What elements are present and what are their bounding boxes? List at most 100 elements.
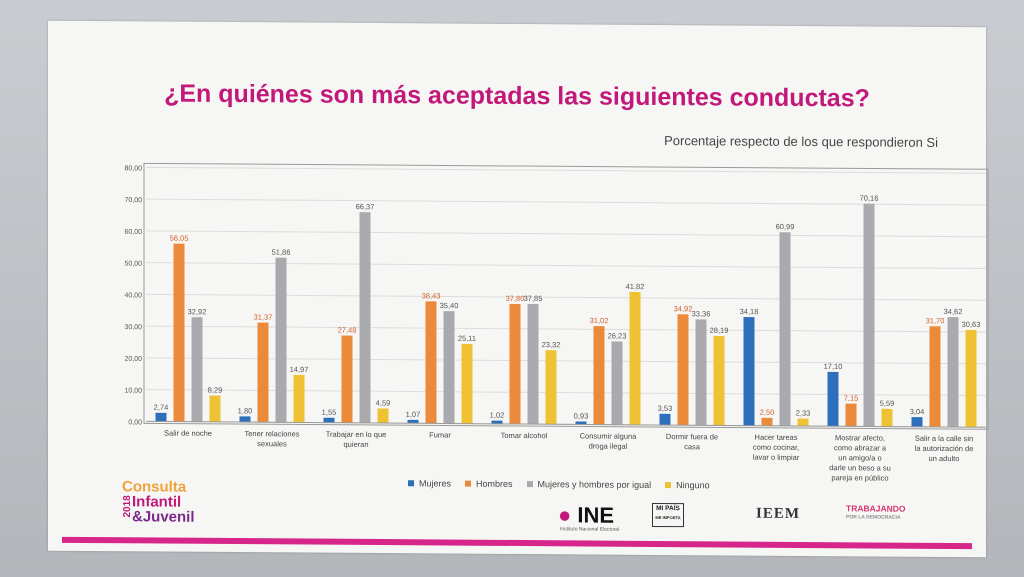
- data-label: 70,16: [860, 194, 879, 203]
- chart-subtitle: Porcentaje respecto de los que respondie…: [664, 133, 938, 150]
- data-label: 41,82: [626, 282, 645, 291]
- data-label: 37,85: [524, 294, 543, 303]
- bar-chart[interactable]: 0,00 10,00 20,00 30,00 40,00 50,00 60,00 70,00 8…: [106, 151, 1006, 487]
- bar: [425, 301, 437, 424]
- legend-item-ninguno: Ninguno: [665, 480, 710, 490]
- y-tick-label: 80,00: [124, 165, 142, 172]
- x-tick-label: un amigo/a o: [838, 453, 881, 462]
- x-tick-label: Tener relaciones: [244, 429, 299, 438]
- footer-pink-bar: [62, 536, 972, 550]
- x-tick-label: Salir a la calle sin: [915, 434, 973, 443]
- data-label: 1,02: [490, 411, 505, 420]
- bar: [323, 417, 335, 423]
- plot-frame: [143, 162, 989, 430]
- data-label: 37,80: [506, 294, 525, 303]
- bar: [209, 395, 221, 422]
- bar: [659, 413, 671, 426]
- legend-label-ambos: Mujeres y hombres por igual: [537, 479, 652, 490]
- presentation-slide: ¿En quiénes son más aceptadas las siguie…: [48, 20, 989, 558]
- data-label: 1,80: [238, 406, 253, 415]
- legend-label-hombres: Hombres: [476, 478, 513, 489]
- data-label: 3,04: [910, 407, 925, 416]
- trabajando-logo-line2: POR LA DEMOCRACIA: [846, 514, 901, 521]
- legend-label-mujeres: Mujeres: [419, 478, 452, 489]
- legend-swatch-ambos: [526, 481, 533, 488]
- data-label: 31,70: [926, 316, 945, 325]
- y-tick-label: 20,00: [124, 356, 142, 363]
- y-tick-label: 70,00: [124, 197, 142, 204]
- bar: [611, 341, 623, 425]
- data-label: 34,62: [944, 307, 963, 316]
- data-label: 26,23: [608, 331, 627, 340]
- gridline: [146, 198, 986, 206]
- bar: [629, 292, 641, 425]
- bar: [863, 203, 875, 427]
- data-label: 8,29: [208, 386, 223, 395]
- legend-swatch-mujeres: [408, 480, 414, 487]
- bar: [491, 420, 503, 424]
- y-tick-label: 30,00: [124, 324, 142, 331]
- footer-logos: ● INE Instituto Nacional Electoral MI PA…: [48, 491, 986, 538]
- data-label: 27,48: [338, 325, 357, 334]
- gridline: [146, 230, 986, 238]
- mipais-logo-line1: MI PAÍS: [656, 504, 680, 513]
- data-label: 32,92: [188, 307, 207, 316]
- x-tick-label: droga ilegal: [589, 442, 628, 451]
- bar: [845, 403, 857, 427]
- data-label: 33,36: [692, 309, 711, 318]
- x-tick-label: casa: [684, 442, 701, 451]
- ieem-logo: IEEM: [756, 505, 801, 522]
- legend-swatch-hombres: [465, 480, 472, 487]
- data-label: 23,32: [542, 340, 561, 349]
- bar: [827, 371, 839, 427]
- data-label: 2,74: [154, 403, 169, 412]
- y-tick-label: 0,00: [128, 419, 142, 426]
- x-tick-label: quieran: [343, 440, 368, 449]
- bar: [947, 317, 959, 428]
- legend-item-mujeres: Mujeres: [408, 478, 452, 489]
- data-label: 3,53: [658, 404, 673, 413]
- data-label: 31,37: [254, 313, 273, 322]
- data-label: 0,93: [574, 411, 589, 420]
- x-tick-label: Fumar: [429, 430, 451, 439]
- data-label: 25,11: [458, 334, 476, 343]
- x-tick-label: la autorización de: [915, 444, 974, 453]
- x-tick-label: lavar o limpiar: [753, 453, 800, 462]
- data-label: 2,50: [760, 408, 775, 417]
- trabajando-logo: TRABAJANDO POR LA DEMOCRACIA: [846, 503, 906, 522]
- data-label: 14,97: [290, 365, 309, 374]
- mipais-logo-line2: ME IMPORTA: [655, 514, 681, 521]
- gridline: [146, 357, 986, 365]
- data-label: 7,15: [844, 394, 859, 403]
- legend-item-hombres: Hombres: [465, 479, 513, 489]
- y-tick-label: 50,00: [124, 261, 142, 268]
- bar: [257, 322, 269, 423]
- data-label: 1,55: [322, 408, 337, 417]
- bar: [593, 326, 605, 425]
- x-tick-label: darle un beso a su: [829, 463, 891, 472]
- trabajando-logo-line1: TRABAJANDO: [846, 503, 906, 514]
- x-tick-label: sexuales: [257, 439, 287, 448]
- ine-dot-icon: ●: [558, 502, 578, 528]
- x-tick-label: Consumir alguna: [580, 431, 638, 440]
- gridline: [146, 293, 986, 301]
- data-label: 30,63: [962, 320, 981, 329]
- bar: [341, 335, 353, 423]
- legend-swatch-ninguno: [665, 482, 672, 489]
- x-tick-label: Dormir fuera de: [666, 432, 718, 441]
- bar: [761, 417, 773, 426]
- data-label: 17,10: [824, 362, 843, 371]
- data-label: 38,43: [422, 291, 441, 300]
- bar: [911, 417, 923, 427]
- x-tick-label: Hacer tareas: [755, 433, 798, 442]
- bar: [695, 319, 707, 426]
- data-label: 56,05: [170, 234, 189, 243]
- data-label: 35,40: [440, 301, 459, 310]
- data-label: 4,59: [376, 398, 391, 407]
- ine-subtitle: Instituto Nacional Electoral: [560, 526, 620, 533]
- legend-item-ambos: Mujeres y hombres por igual: [526, 479, 652, 490]
- gridline: [146, 262, 986, 270]
- data-label: 5,59: [880, 399, 895, 408]
- x-tick-label: Salir de noche: [164, 429, 212, 438]
- bar: [797, 418, 809, 427]
